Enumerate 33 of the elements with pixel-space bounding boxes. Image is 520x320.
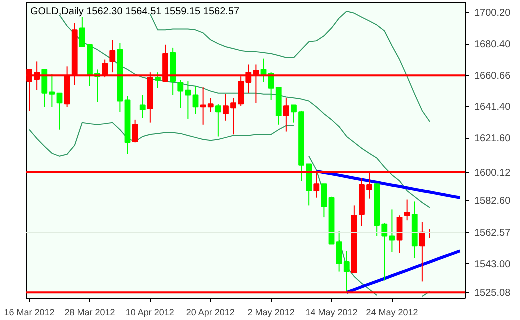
candlestick: [56, 92, 63, 130]
ref-line-label: 1660.66: [474, 71, 512, 82]
candlestick: [192, 86, 199, 115]
ref-line-label: 1600.12: [474, 168, 512, 180]
x-tick-label: 28 Mar 2012: [64, 308, 116, 318]
y-tick-label: 1641.40: [474, 102, 512, 113]
candlestick: [283, 98, 290, 132]
y-tick-label: 1621.60: [474, 134, 512, 145]
x-tick-label: 16 Mar 2012: [4, 308, 55, 318]
candlestick: [396, 215, 403, 254]
x-tick-label: 20 Apr 2012: [186, 308, 235, 318]
candlestick: [140, 94, 146, 119]
x-tick-label: 10 Apr 2012: [126, 308, 174, 318]
y-tick-label: 1543.00: [474, 259, 512, 270]
candlestick: [389, 209, 396, 253]
candlestick: [321, 184, 328, 218]
line-series: [345, 250, 462, 294]
candlestick: [110, 40, 116, 74]
y-tick-label: 1582.60: [474, 196, 512, 208]
x-tick-label: 24 May 2012: [366, 308, 418, 318]
y-tick-label: 1700.20: [474, 8, 512, 19]
candlestick: [404, 199, 410, 222]
candlestick: [132, 119, 138, 144]
ref-line-label: 1562.57: [474, 228, 512, 240]
x-tick-label: 2 May 2012: [248, 308, 295, 318]
line-series: [315, 170, 462, 200]
ref-line-label: 1525.08: [474, 288, 512, 300]
x-tick-label: 14 May 2012: [306, 308, 358, 318]
candlestick: [260, 58, 267, 83]
y-tick-label: 1680.40: [474, 40, 512, 51]
chart-title: GOLD,Daily 1562.30 1564.51 1559.15 1562.57: [30, 6, 240, 18]
candlestick: [155, 72, 161, 89]
candlestick: [215, 104, 222, 138]
